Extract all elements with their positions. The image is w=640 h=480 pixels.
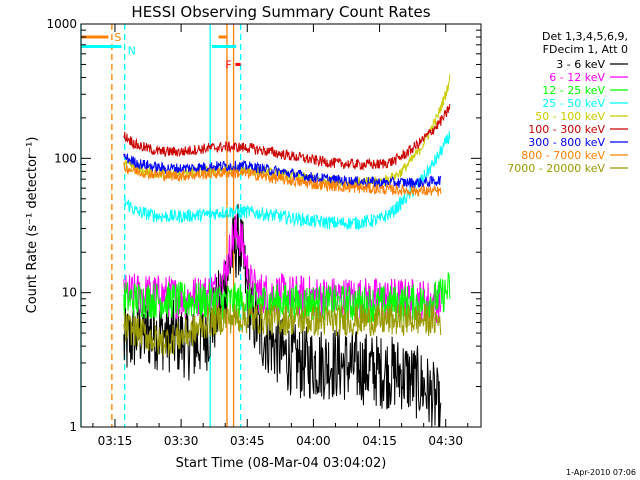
series-line-8 xyxy=(123,301,442,357)
series-line-3 xyxy=(123,131,451,231)
series-line-6 xyxy=(123,153,442,189)
y-tick-label-3: 1000 xyxy=(46,17,77,31)
x-tick-label-2: 03:45 xyxy=(230,434,265,448)
y-tick-label-2: 100 xyxy=(54,151,77,165)
legend-entry-1: 6 - 12 keV xyxy=(549,71,605,84)
flag-label-n: N xyxy=(128,44,136,57)
plot-frame xyxy=(80,23,482,428)
legend-entry-4: 50 - 100 keV xyxy=(535,110,605,123)
legend-entry-3: 25 - 50 keV xyxy=(542,97,605,110)
series-line-1 xyxy=(123,214,442,324)
series-line-5 xyxy=(123,103,451,171)
legend-header-1: FDecim 1, Att 0 xyxy=(543,43,628,56)
x-tick-label-1: 03:30 xyxy=(164,434,199,448)
series-line-2 xyxy=(123,272,451,323)
legend-entry-8: 7000 - 20000 keV xyxy=(507,162,605,175)
y-tick-label-1: 10 xyxy=(62,286,77,300)
render-timestamp: 1-Apr-2010 07:06 xyxy=(566,468,636,477)
x-tick-label-4: 04:15 xyxy=(362,434,397,448)
legend-entry-2: 12 - 25 keV xyxy=(542,84,605,97)
x-tick-label-3: 04:00 xyxy=(296,434,331,448)
chart-title: HESSI Observing Summary Count Rates xyxy=(131,3,430,21)
flag-label-flare: F xyxy=(225,58,231,71)
series-line-7 xyxy=(123,161,442,197)
x-tick-label-5: 04:30 xyxy=(428,434,463,448)
axes-layer: 03:15 03:30 03:45 04:00 04:15 04:30 1 10 100 1000 xyxy=(46,17,481,448)
legend-entry-6: 300 - 800 keV xyxy=(528,136,605,149)
x-axis-label: Start Time (08-Mar-04 03:04:02) xyxy=(176,456,387,471)
legend-header-0: Det 1,3,4,5,6,9, xyxy=(542,30,628,43)
legend-entry-5: 100 - 300 keV xyxy=(528,123,605,136)
x-tick-label-0: 03:15 xyxy=(98,434,133,448)
y-axis-label: Count Rate (s⁻¹ detector⁻¹) xyxy=(25,137,40,314)
legend-entry-7: 800 - 7000 keV xyxy=(521,149,605,162)
flag-label-s: S xyxy=(114,31,121,44)
y-tick-label-0: 1 xyxy=(69,420,77,434)
legend: Det 1,3,4,5,6,9,FDecim 1, Att 0 3 - 6 keV… xyxy=(507,30,628,175)
legend-entry-0: 3 - 6 keV xyxy=(556,58,605,71)
series-layer xyxy=(123,74,451,428)
